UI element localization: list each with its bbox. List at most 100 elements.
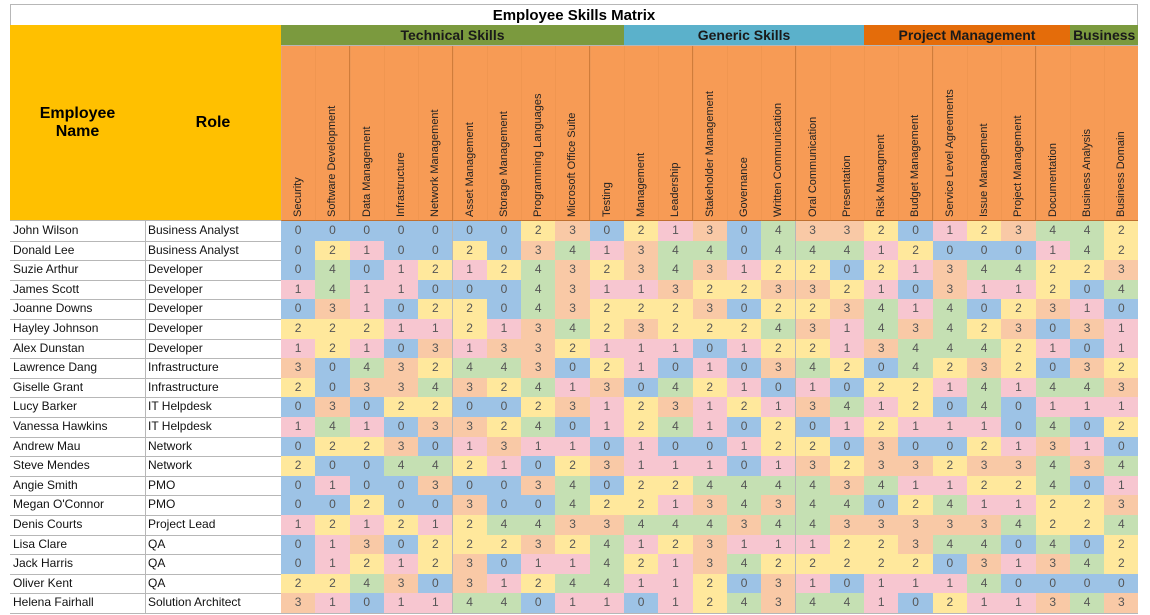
skill-score: 0 <box>624 377 660 399</box>
skill-score: 1 <box>589 417 625 438</box>
skill-score: 0 <box>589 475 625 497</box>
employee-role: PMO <box>145 475 282 497</box>
skill-score: 4 <box>555 495 591 516</box>
skill-score: 2 <box>349 495 385 516</box>
skill-score: 2 <box>829 456 866 477</box>
skill-score: 1 <box>967 279 1003 301</box>
skill-score: 4 <box>521 299 557 320</box>
skill-score: 1 <box>932 475 968 497</box>
skill-score: 1 <box>726 377 763 399</box>
skill-header: Written Communication <box>761 45 797 221</box>
skill-score: 0 <box>898 279 934 301</box>
skill-score: 2 <box>658 475 694 497</box>
employee-name: Joanne Downs <box>10 299 146 320</box>
skill-score: 0 <box>486 240 523 262</box>
skill-score: 2 <box>281 377 317 399</box>
skill-score: 0 <box>452 279 488 301</box>
skill-header: Security <box>281 45 317 221</box>
skill-score: 1 <box>521 436 557 458</box>
skill-score: 4 <box>521 377 557 399</box>
skill-score: 1 <box>829 417 866 438</box>
skill-score: 3 <box>967 515 1003 536</box>
skill-score: 2 <box>1001 299 1037 320</box>
skill-score: 4 <box>1069 593 1106 614</box>
employee-role: QA <box>145 554 282 575</box>
skill-score: 0 <box>1104 573 1138 595</box>
skill-score: 2 <box>521 573 557 595</box>
skill-header: Storage Management <box>486 45 523 221</box>
skill-score: 4 <box>1069 554 1106 575</box>
skill-score: 3 <box>864 515 900 536</box>
skill-score: 3 <box>589 456 625 477</box>
skill-score: 4 <box>795 515 831 536</box>
skill-header: Leadership <box>658 45 694 221</box>
skill-header: Oral Communication <box>795 45 831 221</box>
skill-score: 2 <box>658 299 694 320</box>
employee-role: Infrastructure <box>145 377 282 399</box>
skill-score: 4 <box>967 377 1003 399</box>
skill-score: 4 <box>795 358 831 379</box>
skill-score: 2 <box>761 436 797 458</box>
skill-score: 1 <box>1069 397 1106 418</box>
skill-score: 2 <box>1035 515 1071 536</box>
skill-score: 1 <box>932 417 968 438</box>
skill-score: 2 <box>1035 260 1071 281</box>
skill-header: Programming Languages <box>521 45 557 221</box>
skill-score: 4 <box>726 475 763 497</box>
skill-score: 3 <box>383 358 420 379</box>
skill-score: 2 <box>349 319 385 340</box>
skill-score: 4 <box>829 495 866 516</box>
skill-score: 1 <box>349 515 385 536</box>
employee-role: Project Lead <box>145 515 282 536</box>
skill-score: 4 <box>521 515 557 536</box>
skill-score: 2 <box>932 358 968 379</box>
skill-score: 2 <box>521 397 557 418</box>
skill-score: 4 <box>1035 221 1071 242</box>
skill-score: 4 <box>589 573 625 595</box>
skill-score: 2 <box>486 377 523 399</box>
skill-score: 1 <box>486 573 523 595</box>
skill-score: 0 <box>383 417 420 438</box>
skill-score: 3 <box>383 377 420 399</box>
skill-header: Testing <box>589 45 625 221</box>
skill-score: 0 <box>1001 573 1037 595</box>
skill-score: 1 <box>315 534 351 556</box>
skill-score: 0 <box>486 279 523 301</box>
skill-score: 0 <box>349 456 385 477</box>
skill-score: 0 <box>281 240 317 262</box>
skill-score: 3 <box>967 554 1003 575</box>
skill-score: 1 <box>349 338 385 360</box>
employee-name: Suzie Arthur <box>10 260 146 281</box>
skill-score: 4 <box>486 358 523 379</box>
skill-score: 2 <box>521 221 557 242</box>
skill-score: 3 <box>932 279 968 301</box>
employee-role: Developer <box>145 260 282 281</box>
skill-score: 3 <box>486 436 523 458</box>
skill-score: 0 <box>898 436 934 458</box>
skill-score: 1 <box>1001 279 1037 301</box>
skill-score: 1 <box>281 515 317 536</box>
skill-header: Issue Management <box>967 45 1003 221</box>
skill-score: 3 <box>692 221 728 242</box>
skill-score: 2 <box>452 240 488 262</box>
skill-score: 2 <box>418 299 454 320</box>
skill-score: 3 <box>761 573 797 595</box>
skill-score: 0 <box>726 299 763 320</box>
skill-score: 3 <box>932 515 968 536</box>
skill-score: 3 <box>452 495 488 516</box>
skill-score: 2 <box>898 240 934 262</box>
skill-score: 1 <box>589 397 625 418</box>
skill-score: 3 <box>349 377 385 399</box>
skill-header: Software Development <box>315 45 351 221</box>
skill-score: 2 <box>829 534 866 556</box>
skill-score: 2 <box>452 456 488 477</box>
skill-score: 4 <box>829 593 866 614</box>
skill-score: 3 <box>761 358 797 379</box>
skill-score: 1 <box>589 338 625 360</box>
skill-score: 2 <box>761 299 797 320</box>
skill-score: 3 <box>658 397 694 418</box>
skill-score: 1 <box>761 534 797 556</box>
skill-score: 1 <box>555 593 591 614</box>
skill-score: 1 <box>418 593 454 614</box>
skill-score: 0 <box>1104 436 1138 458</box>
